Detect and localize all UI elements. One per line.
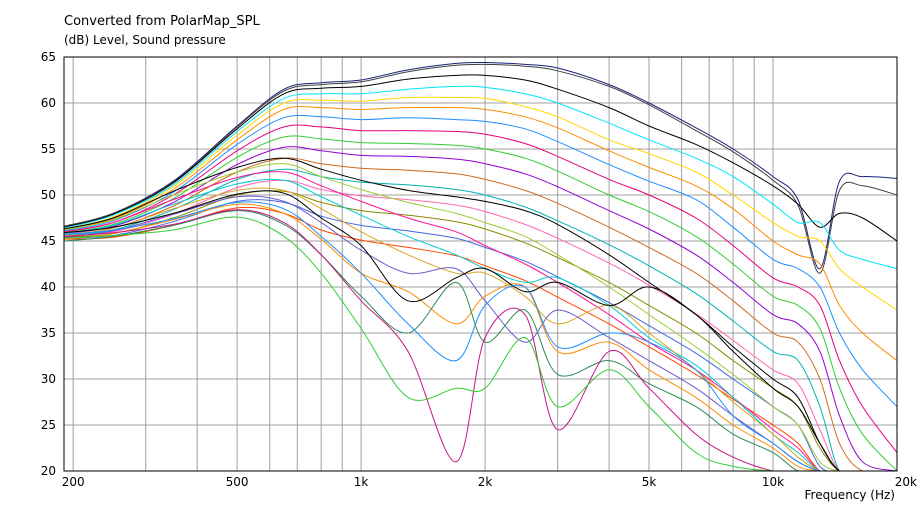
series-line-26 [64, 201, 897, 471]
y-tick-label: 45 [41, 234, 56, 248]
series-line-28 [64, 216, 897, 471]
series-line-3 [64, 74, 897, 242]
x-tick-label: 5k [642, 475, 657, 489]
chart-title: Converted from PolarMap_SPL [64, 14, 260, 29]
y-tick-label: 25 [41, 418, 56, 432]
y-tick-label: 30 [41, 372, 56, 386]
plot-frame [63, 56, 898, 472]
series-line-7 [64, 114, 897, 407]
x-tick-label: 10k [762, 475, 784, 489]
y-tick-label: 20 [41, 464, 56, 478]
series-line-27 [64, 209, 897, 471]
series-line-19 [64, 171, 897, 471]
x-tick-label: 200 [62, 475, 85, 489]
series-line-25 [64, 190, 897, 471]
x-tick-label: 2k [478, 475, 493, 489]
series-line-13 [64, 179, 897, 471]
series-line-6 [64, 106, 897, 361]
series-line-18 [64, 163, 897, 471]
x-tick-label: 20k [895, 475, 917, 489]
series-line-24 [64, 210, 897, 471]
x-axis-label: Frequency (Hz) [805, 488, 896, 502]
series-line-10 [64, 146, 897, 471]
series-line-15 [64, 199, 897, 471]
y-axis-label: (dB) Level, Sound pressure [64, 33, 226, 47]
series-line-1 [64, 61, 897, 270]
y-tick-label: 40 [41, 280, 56, 294]
series-line-17 [64, 157, 897, 471]
y-tick-labels: 20 25 30 35 40 45 50 55 60 65 [41, 50, 56, 478]
y-tick-label: 55 [41, 142, 56, 156]
series-line-4 [64, 85, 897, 270]
grid-lines [64, 57, 897, 471]
series-line-14 [64, 190, 897, 471]
series-line-5 [64, 96, 897, 311]
series-line-22 [64, 195, 897, 471]
series-line-8 [64, 124, 897, 453]
y-tick-label: 35 [41, 326, 56, 340]
series-line-11 [64, 157, 897, 471]
x-tick-label: 500 [226, 475, 249, 489]
y-tick-label: 60 [41, 96, 56, 110]
series-lines [64, 61, 897, 471]
series-line-2 [64, 63, 897, 274]
y-tick-label: 50 [41, 188, 56, 202]
y-tick-label: 65 [41, 50, 56, 64]
series-line-23 [64, 203, 897, 471]
x-tick-label: 1k [354, 475, 369, 489]
series-line-16 [64, 206, 897, 471]
series-line-9 [64, 135, 897, 471]
series-line-20 [64, 178, 897, 471]
x-tick-labels: 200 500 1k 2k 5k 10k 20k [62, 475, 917, 489]
